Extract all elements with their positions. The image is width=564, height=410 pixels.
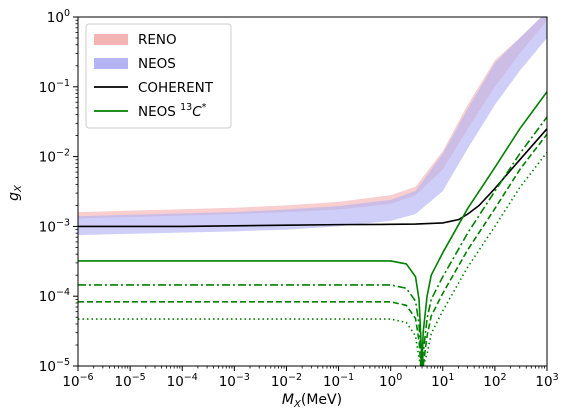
- axis-ticks: 10−6 10−5 10−4 10−3 10−2 10−1 100 101 102 10310−5…: [39, 8, 559, 390]
- x-tick-label: 101: [431, 372, 454, 390]
- y-tick-label: 10−5: [39, 357, 70, 375]
- y-axis-title: gX: [6, 184, 24, 201]
- series-line-4: [78, 151, 547, 366]
- series-line-1: [78, 91, 547, 366]
- legend-swatch-reno: [94, 34, 128, 45]
- y-axis-title-sub: X: [13, 184, 24, 193]
- x-tick-label: 10−5: [115, 372, 146, 390]
- x-tick-label: 10−4: [167, 372, 198, 390]
- x-tick-label: 10−6: [62, 372, 93, 390]
- legend-label-0: RENO: [138, 32, 177, 48]
- legend-box: [85, 23, 232, 129]
- y-tick-label: 10−2: [39, 148, 70, 166]
- legend: RENO NEOS COHERENT NEOS 13C*: [85, 23, 232, 129]
- legend-label-1: NEOS: [138, 56, 176, 72]
- series-lines: [78, 91, 547, 366]
- band-neos: [78, 17, 547, 236]
- y-tick-label: 10−3: [39, 217, 70, 235]
- x-axis-title-sub: X: [293, 399, 302, 410]
- series-line-2: [78, 116, 547, 366]
- plot-frame: [77, 16, 548, 367]
- x-tick-label: 102: [483, 372, 506, 390]
- x-tick-label: 10−2: [271, 372, 302, 390]
- x-tick-label: 100: [379, 372, 402, 390]
- x-tick-label: 10−3: [219, 372, 250, 390]
- y-tick-label: 10−4: [39, 287, 70, 305]
- y-tick-label: 10−1: [39, 78, 70, 96]
- x-tick-label: 10−1: [323, 372, 354, 390]
- x-axis-title: MX(MeV): [282, 392, 342, 410]
- series-line-0: [78, 128, 547, 228]
- x-tick-label: 103: [535, 372, 558, 390]
- confidence-bands: [78, 17, 547, 236]
- legend-label-2: COHERENT: [138, 80, 214, 96]
- legend-swatch-neos: [94, 58, 128, 69]
- y-tick-label: 100: [47, 8, 70, 26]
- legend-label-3: NEOS 13C*: [138, 102, 207, 120]
- series-line-3: [78, 133, 547, 366]
